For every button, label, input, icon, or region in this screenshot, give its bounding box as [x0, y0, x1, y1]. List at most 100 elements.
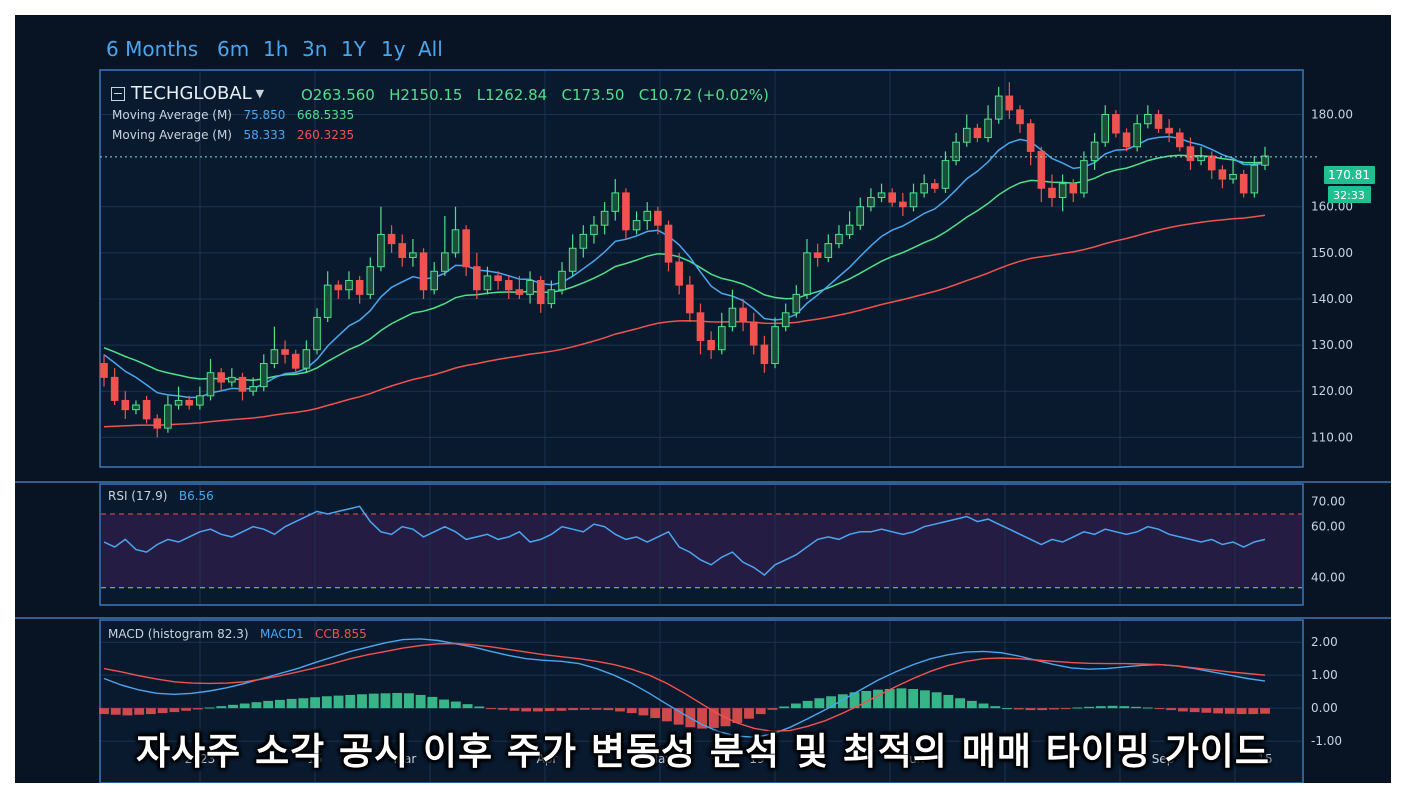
candle[interactable]	[121, 391, 130, 419]
candle[interactable]	[845, 211, 854, 240]
candle[interactable]	[664, 220, 673, 272]
candle[interactable]	[1048, 174, 1056, 207]
candle[interactable]	[323, 271, 332, 323]
candle[interactable]	[409, 239, 417, 267]
candle[interactable]	[419, 248, 428, 299]
candle[interactable]	[632, 211, 641, 235]
candle[interactable]	[579, 225, 588, 258]
candle[interactable]	[1261, 146, 1269, 170]
candle[interactable]	[675, 252, 683, 295]
candle[interactable]	[536, 275, 545, 313]
candle[interactable]	[1218, 165, 1227, 189]
candle[interactable]	[451, 206, 460, 258]
candle[interactable]	[909, 183, 918, 212]
candle[interactable]	[931, 179, 939, 193]
candle[interactable]	[984, 105, 992, 143]
candle[interactable]	[1250, 156, 1259, 198]
candle[interactable]	[1229, 160, 1237, 184]
macd-legend[interactable]: MACD (histogram 82.3) MACD1 CCB.855	[108, 627, 367, 641]
candle[interactable]	[920, 174, 928, 198]
candle[interactable]	[558, 262, 566, 295]
candle[interactable]	[462, 225, 470, 276]
candle[interactable]	[355, 275, 364, 304]
collapse-icon[interactable]	[111, 86, 125, 101]
candle[interactable]	[494, 271, 502, 290]
candle[interactable]	[707, 331, 715, 359]
candle[interactable]	[249, 377, 257, 396]
candle[interactable]	[877, 183, 886, 203]
candle[interactable]	[952, 132, 960, 166]
candle[interactable]	[281, 340, 289, 364]
candle[interactable]	[994, 86, 1003, 124]
candle[interactable]	[547, 280, 556, 309]
candle[interactable]	[973, 123, 982, 143]
candle[interactable]	[1186, 137, 1195, 170]
timeframe-all[interactable]: All	[418, 37, 443, 61]
candle[interactable]	[259, 354, 268, 392]
candle[interactable]	[600, 202, 609, 235]
candle[interactable]	[1069, 179, 1078, 203]
candle[interactable]	[206, 358, 215, 401]
candle[interactable]	[228, 368, 236, 387]
candle[interactable]	[100, 354, 108, 387]
candle[interactable]	[430, 262, 438, 295]
candle[interactable]	[1154, 109, 1163, 133]
candle[interactable]	[867, 188, 875, 212]
timeframe-1y-upper[interactable]: 1Y	[341, 37, 366, 61]
timeframe-6-months[interactable]: 6 Months	[106, 37, 199, 61]
candle[interactable]	[132, 400, 140, 415]
candle[interactable]	[1175, 128, 1184, 152]
candle[interactable]	[1144, 105, 1152, 129]
candle[interactable]	[813, 243, 822, 267]
candle[interactable]	[643, 202, 652, 230]
candle[interactable]	[366, 257, 375, 299]
candle[interactable]	[654, 206, 662, 235]
candle[interactable]	[472, 252, 481, 299]
candle[interactable]	[803, 239, 811, 299]
candle[interactable]	[1197, 146, 1205, 166]
candle[interactable]	[504, 275, 513, 299]
candle[interactable]	[696, 303, 705, 355]
candle[interactable]	[110, 368, 119, 406]
candle[interactable]	[377, 206, 385, 272]
candles[interactable]	[100, 82, 1269, 438]
candle[interactable]	[441, 215, 449, 276]
candle[interactable]	[792, 285, 801, 318]
candle[interactable]	[526, 271, 534, 304]
candle[interactable]	[962, 114, 971, 147]
candle[interactable]	[771, 317, 779, 369]
candle[interactable]	[1058, 174, 1067, 212]
timeframe-3n[interactable]: 3n	[302, 37, 328, 61]
candle[interactable]	[270, 326, 279, 369]
candle[interactable]	[515, 275, 524, 299]
candle[interactable]	[398, 234, 407, 267]
candle[interactable]	[739, 298, 747, 332]
candle[interactable]	[856, 197, 865, 230]
candle[interactable]	[622, 188, 630, 240]
candle[interactable]	[1207, 151, 1216, 180]
timeframe-6m[interactable]: 6m	[217, 37, 250, 61]
candle[interactable]	[686, 275, 694, 323]
candle[interactable]	[142, 395, 151, 424]
candle[interactable]	[164, 395, 172, 433]
candle[interactable]	[174, 386, 183, 410]
ma-legend-1[interactable]: Moving Average (M) 75.850 668.5335	[112, 108, 354, 122]
candle[interactable]	[313, 308, 321, 355]
candle[interactable]	[345, 271, 353, 299]
candle[interactable]	[1016, 105, 1024, 133]
candle[interactable]	[302, 340, 311, 373]
candle[interactable]	[941, 151, 950, 193]
candle[interactable]	[1112, 109, 1120, 138]
candle[interactable]	[1239, 169, 1248, 198]
ma-legend-2[interactable]: Moving Average (M) 58.333 260.3235	[112, 128, 354, 142]
candle[interactable]	[1165, 119, 1173, 143]
candle[interactable]	[387, 225, 396, 253]
candle[interactable]	[291, 349, 300, 373]
candle[interactable]	[334, 280, 343, 299]
candle[interactable]	[568, 234, 577, 276]
candle[interactable]	[217, 368, 225, 392]
candle[interactable]	[185, 395, 194, 410]
candle[interactable]	[153, 414, 162, 438]
timeframe-1h[interactable]: 1h	[263, 37, 289, 61]
candle[interactable]	[760, 335, 769, 373]
